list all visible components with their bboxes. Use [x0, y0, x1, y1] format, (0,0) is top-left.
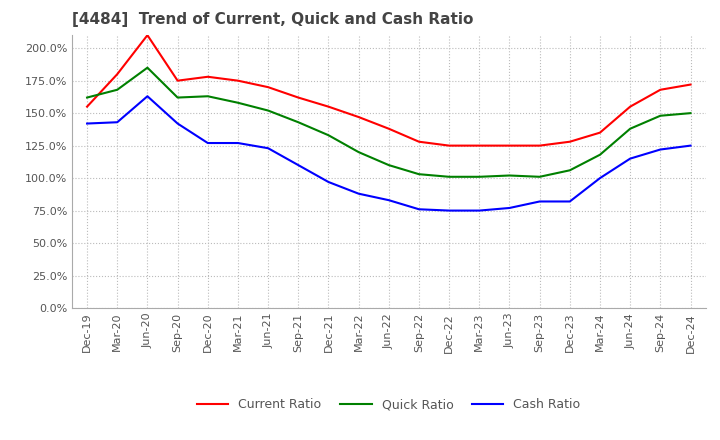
Cash Ratio: [324, 180, 333, 185]
Current Ratio: [595, 130, 604, 135]
Cash Ratio: [384, 198, 393, 203]
Current Ratio: [415, 139, 423, 144]
Cash Ratio: [445, 208, 454, 213]
Current Ratio: [686, 82, 695, 87]
Cash Ratio: [204, 140, 212, 146]
Quick Ratio: [83, 95, 91, 100]
Quick Ratio: [656, 113, 665, 118]
Quick Ratio: [174, 95, 182, 100]
Cash Ratio: [294, 162, 302, 168]
Current Ratio: [174, 78, 182, 83]
Text: [4484]  Trend of Current, Quick and Cash Ratio: [4484] Trend of Current, Quick and Cash …: [72, 12, 473, 27]
Quick Ratio: [626, 126, 634, 132]
Current Ratio: [204, 74, 212, 79]
Current Ratio: [113, 72, 122, 77]
Current Ratio: [83, 104, 91, 109]
Current Ratio: [565, 139, 574, 144]
Quick Ratio: [505, 173, 514, 178]
Current Ratio: [354, 114, 363, 120]
Quick Ratio: [294, 120, 302, 125]
Quick Ratio: [475, 174, 484, 180]
Quick Ratio: [233, 100, 242, 106]
Cash Ratio: [264, 146, 272, 151]
Quick Ratio: [204, 94, 212, 99]
Current Ratio: [143, 33, 152, 38]
Current Ratio: [264, 84, 272, 90]
Cash Ratio: [415, 207, 423, 212]
Line: Cash Ratio: Cash Ratio: [87, 96, 690, 211]
Cash Ratio: [354, 191, 363, 196]
Cash Ratio: [656, 147, 665, 152]
Current Ratio: [445, 143, 454, 148]
Quick Ratio: [536, 174, 544, 180]
Quick Ratio: [324, 132, 333, 138]
Cash Ratio: [595, 176, 604, 181]
Cash Ratio: [626, 156, 634, 161]
Quick Ratio: [565, 168, 574, 173]
Quick Ratio: [354, 150, 363, 155]
Current Ratio: [536, 143, 544, 148]
Cash Ratio: [83, 121, 91, 126]
Quick Ratio: [415, 172, 423, 177]
Current Ratio: [324, 104, 333, 109]
Current Ratio: [294, 95, 302, 100]
Quick Ratio: [113, 87, 122, 92]
Cash Ratio: [174, 121, 182, 126]
Line: Quick Ratio: Quick Ratio: [87, 68, 690, 177]
Quick Ratio: [143, 65, 152, 70]
Cash Ratio: [565, 199, 574, 204]
Current Ratio: [505, 143, 514, 148]
Quick Ratio: [445, 174, 454, 180]
Current Ratio: [626, 104, 634, 109]
Cash Ratio: [233, 140, 242, 146]
Cash Ratio: [113, 120, 122, 125]
Cash Ratio: [143, 94, 152, 99]
Cash Ratio: [686, 143, 695, 148]
Quick Ratio: [384, 162, 393, 168]
Quick Ratio: [595, 152, 604, 158]
Line: Current Ratio: Current Ratio: [87, 35, 690, 146]
Legend: Current Ratio, Quick Ratio, Cash Ratio: Current Ratio, Quick Ratio, Cash Ratio: [192, 393, 585, 416]
Current Ratio: [233, 78, 242, 83]
Quick Ratio: [686, 110, 695, 116]
Quick Ratio: [264, 108, 272, 113]
Cash Ratio: [475, 208, 484, 213]
Cash Ratio: [505, 205, 514, 211]
Current Ratio: [384, 126, 393, 132]
Current Ratio: [475, 143, 484, 148]
Current Ratio: [656, 87, 665, 92]
Cash Ratio: [536, 199, 544, 204]
